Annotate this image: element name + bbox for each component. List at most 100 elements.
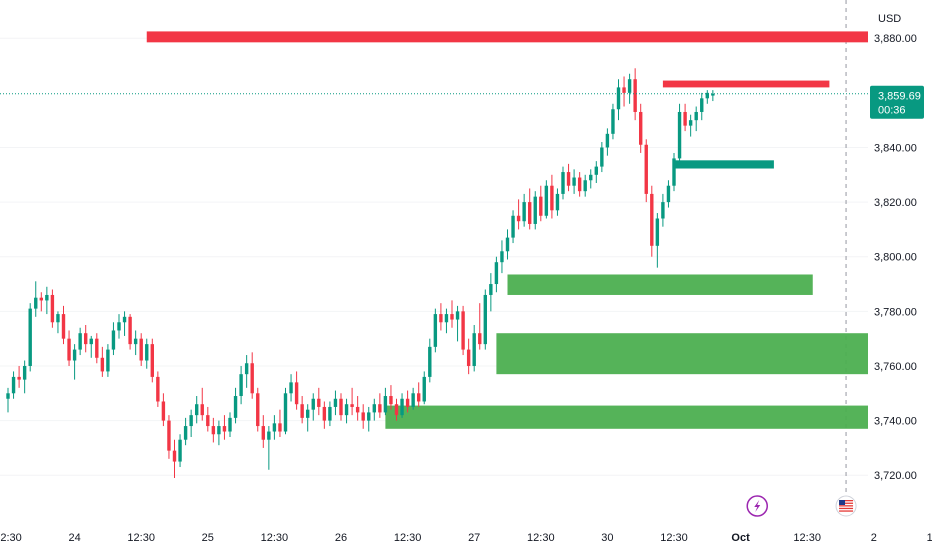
candle-body bbox=[128, 316, 132, 345]
flag-canton bbox=[839, 500, 846, 505]
candle-body bbox=[627, 79, 632, 93]
time-axis[interactable]: 12:30 24 12:30 25 12:30 26 12:30 27 12:30 30 12:30… bbox=[0, 532, 932, 544]
candle-body bbox=[256, 393, 260, 427]
candle-body bbox=[472, 333, 476, 366]
candle-body bbox=[522, 202, 526, 222]
candle-body bbox=[84, 333, 88, 345]
zones-back bbox=[385, 274, 868, 429]
candle-body bbox=[250, 363, 254, 394]
candle-body bbox=[11, 376, 16, 394]
resistance-zone[interactable] bbox=[146, 31, 868, 43]
candle-body bbox=[150, 344, 154, 377]
candle-body bbox=[644, 144, 648, 194]
time-tick-label: 12:30 bbox=[0, 532, 22, 544]
candle-body bbox=[117, 322, 121, 331]
candle-body bbox=[183, 426, 188, 440]
price-tick-label: 3,780.00 bbox=[874, 306, 917, 318]
time-tick-label: 27 bbox=[468, 532, 480, 544]
candle-body bbox=[677, 111, 682, 159]
candle-body bbox=[156, 376, 160, 402]
candle-body bbox=[45, 294, 49, 301]
candle-body bbox=[455, 311, 460, 320]
candle-body bbox=[383, 396, 388, 413]
candle-body bbox=[389, 396, 393, 405]
candle-body bbox=[367, 412, 371, 421]
candle-body bbox=[283, 393, 288, 432]
candle-body bbox=[528, 202, 532, 224]
time-tick-label: 24 bbox=[68, 532, 80, 544]
zones-front bbox=[146, 31, 868, 169]
candle-body bbox=[433, 314, 438, 347]
candle-body bbox=[372, 404, 376, 413]
time-tick-label: 2 bbox=[871, 532, 877, 544]
candle-body bbox=[161, 401, 166, 421]
candle-body bbox=[422, 376, 426, 402]
event-icons bbox=[746, 495, 857, 517]
candle-body bbox=[217, 426, 221, 435]
candle-body bbox=[550, 185, 554, 211]
sell-marker[interactable] bbox=[662, 80, 830, 88]
price-tick-label: 3,720.00 bbox=[874, 470, 917, 482]
candle-body bbox=[89, 338, 93, 345]
time-tick-label: 30 bbox=[601, 532, 613, 544]
candle-body bbox=[417, 393, 421, 402]
currency-label[interactable]: USD bbox=[878, 13, 901, 25]
candle-body bbox=[322, 406, 327, 421]
time-tick-label: Oct bbox=[731, 532, 750, 544]
candle-body bbox=[516, 215, 521, 222]
last-price-badge: 3,859.69 00:36 bbox=[870, 85, 924, 119]
last-price-value: 3,859.69 bbox=[878, 91, 921, 103]
candle-body bbox=[28, 308, 32, 366]
candle-body bbox=[633, 79, 637, 112]
candle-body bbox=[239, 374, 243, 397]
time-tick-label: 26 bbox=[335, 532, 347, 544]
candle-body bbox=[378, 404, 382, 413]
entry-marker[interactable] bbox=[674, 160, 774, 169]
candle-body bbox=[478, 333, 482, 345]
candle-body bbox=[272, 423, 277, 432]
candle-body bbox=[672, 158, 676, 186]
candle-body bbox=[700, 98, 704, 112]
candle-body bbox=[78, 333, 82, 350]
candle-body bbox=[6, 393, 10, 399]
candle-body bbox=[577, 177, 582, 192]
candle-body bbox=[705, 92, 709, 99]
candle-body bbox=[494, 262, 499, 285]
candle-body bbox=[428, 346, 432, 377]
candle-body bbox=[439, 314, 443, 323]
candle-body bbox=[56, 314, 60, 323]
time-tick-label: 12:30 bbox=[127, 532, 155, 544]
candle-body bbox=[500, 251, 504, 263]
flag-stripe bbox=[839, 505, 854, 507]
price-axis[interactable]: USD 3,880.00 3,840.00 3,820.00 3,800.00 3,78… bbox=[874, 13, 917, 482]
price-tick-label: 3,760.00 bbox=[874, 361, 917, 373]
candle-body bbox=[555, 193, 560, 211]
candle-body bbox=[333, 398, 338, 407]
support-zone-1[interactable] bbox=[507, 274, 813, 295]
candle-body bbox=[616, 87, 621, 110]
candle-body bbox=[655, 218, 660, 246]
candle-body bbox=[206, 415, 210, 427]
support-zone-3[interactable] bbox=[385, 405, 868, 429]
candle-body bbox=[566, 172, 571, 186]
time-tick-label: 12:30 bbox=[927, 532, 932, 544]
candle-body bbox=[278, 423, 282, 432]
flag-stripe bbox=[839, 510, 854, 512]
candle-body bbox=[67, 338, 71, 361]
candle-body bbox=[122, 316, 127, 323]
candle-body bbox=[394, 404, 399, 416]
time-tick-label: 12:30 bbox=[527, 532, 555, 544]
candle-body bbox=[233, 396, 238, 418]
candle-body bbox=[594, 166, 598, 175]
candle-body bbox=[361, 412, 365, 421]
candle-body bbox=[544, 185, 549, 216]
price-tick-label: 3,740.00 bbox=[874, 416, 917, 428]
candle-body bbox=[561, 172, 565, 194]
candle-body bbox=[267, 431, 271, 440]
support-zone-2[interactable] bbox=[496, 333, 868, 375]
flag-stripe bbox=[839, 500, 854, 502]
candle-body bbox=[106, 349, 110, 372]
candle-body bbox=[344, 404, 349, 416]
